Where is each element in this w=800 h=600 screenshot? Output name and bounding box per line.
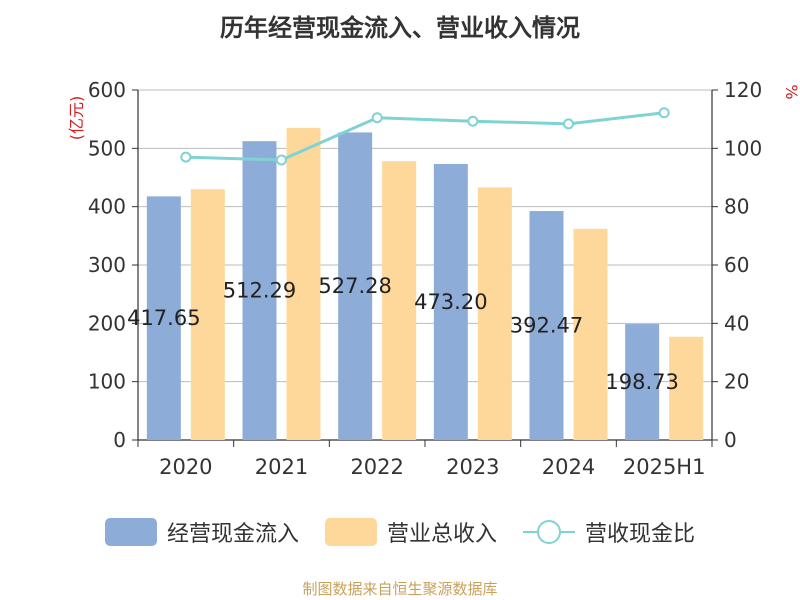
legend-label-cash-inflow: 经营现金流入 (167, 516, 299, 548)
y-right-tick-label: 0 (724, 428, 737, 452)
legend: 经营现金流入 营业总收入 营收现金比 (0, 516, 800, 548)
source-footer: 制图数据来自恒生聚源数据库 (0, 578, 800, 599)
x-tick-label: 2022 (350, 455, 403, 479)
y-right-axis-label: % (782, 84, 800, 99)
y-left-axis-label: (亿元) (67, 96, 86, 141)
y-right-tick-label: 120 (724, 78, 762, 102)
point-ratio (277, 156, 286, 165)
point-ratio (181, 153, 190, 162)
y-right-tick-label: 60 (724, 253, 749, 277)
x-tick-label: 2024 (542, 455, 595, 479)
y-right-tick-label: 80 (724, 195, 749, 219)
point-ratio (564, 119, 573, 128)
data-label-cash-inflow: 392.47 (510, 314, 583, 338)
bar-revenue (382, 161, 416, 440)
legend-circle-icon (537, 520, 561, 544)
y-left-tick-label: 200 (88, 311, 126, 335)
data-label-cash-inflow: 417.65 (127, 306, 200, 330)
legend-label-revenue: 营业总收入 (387, 516, 497, 548)
y-left-tick-label: 500 (88, 136, 126, 160)
legend-label-ratio: 营收现金比 (585, 516, 695, 548)
x-tick-label: 2020 (159, 455, 212, 479)
data-label-cash-inflow: 512.29 (223, 279, 296, 303)
x-tick-label: 2025H1 (623, 455, 706, 479)
data-label-cash-inflow: 473.20 (414, 290, 487, 314)
legend-item-ratio[interactable]: 营收现金比 (523, 516, 695, 548)
x-tick-label: 2023 (446, 455, 499, 479)
y-right-tick-label: 20 (724, 370, 749, 394)
point-ratio (660, 108, 669, 117)
legend-item-cash-inflow[interactable]: 经营现金流入 (105, 516, 299, 548)
legend-swatch-cash-inflow (105, 518, 157, 546)
y-left-tick-label: 100 (88, 370, 126, 394)
data-label-cash-inflow: 198.73 (605, 370, 678, 394)
point-ratio (468, 117, 477, 126)
legend-swatch-revenue (325, 518, 377, 546)
x-tick-label: 2021 (255, 455, 308, 479)
y-right-tick-label: 100 (724, 136, 762, 160)
y-right-tick-label: 40 (724, 311, 749, 335)
legend-item-revenue[interactable]: 营业总收入 (325, 516, 497, 548)
y-left-tick-label: 600 (88, 78, 126, 102)
y-left-tick-label: 300 (88, 253, 126, 277)
legend-swatch-ratio (523, 518, 575, 546)
point-ratio (373, 113, 382, 122)
data-label-cash-inflow: 527.28 (318, 274, 391, 298)
y-left-tick-label: 0 (113, 428, 126, 452)
y-left-tick-label: 400 (88, 195, 126, 219)
